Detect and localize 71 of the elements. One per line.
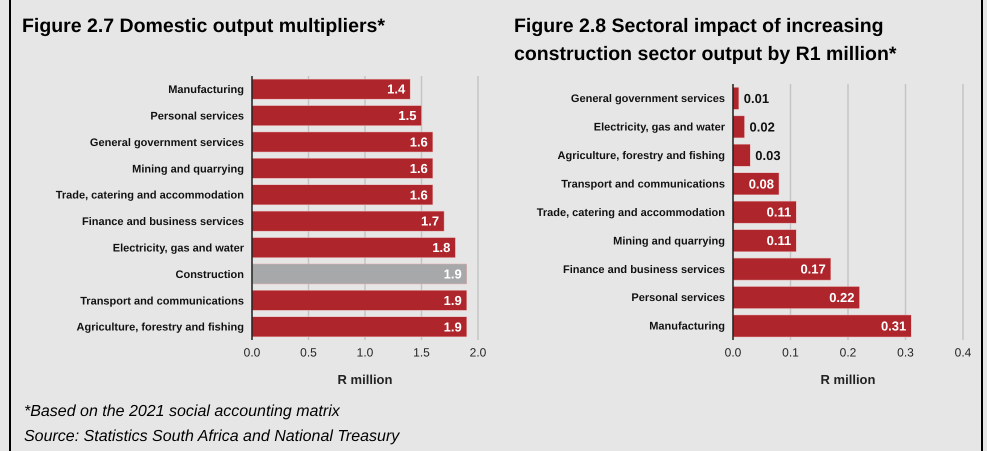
- x-tick-label: 0.1: [782, 346, 800, 360]
- y-tick-label: Construction: [176, 268, 244, 281]
- data-label: 0.01: [744, 90, 770, 106]
- data-label: 1.9: [444, 292, 462, 308]
- y-tick-label: Manufacturing: [168, 84, 244, 96]
- bar: [252, 237, 456, 258]
- y-tick-label: Manufacturing: [649, 320, 725, 333]
- bar: [252, 316, 467, 338]
- data-label: 0.11: [766, 204, 792, 220]
- bar: [252, 78, 410, 100]
- text: *Based on the 2021 social accounting matrix: [24, 403, 340, 421]
- y-tick-label: Personal services: [631, 292, 725, 304]
- data-label: 1.4: [387, 82, 406, 97]
- y-tick-label: General government services: [90, 136, 244, 149]
- y-tick-label: Electricity, gas and water: [112, 242, 245, 255]
- bar: [733, 116, 745, 138]
- bar: [733, 258, 831, 280]
- x-tick-label: 1.0: [356, 346, 374, 360]
- bar: [252, 290, 467, 311]
- y-tick-label: Trade, catering and accommodation: [56, 190, 244, 202]
- chart-title: Figure 2.8 Sectoral impact of increasing construction sector output by R1 million*: [514, 14, 898, 67]
- bar: [252, 105, 422, 126]
- data-label: 1.7: [421, 214, 440, 229]
- x-tick-label: 0.0: [244, 346, 261, 360]
- x-tick-label: 0.4: [954, 346, 972, 360]
- data-label: 0.11: [766, 233, 792, 248]
- bar: [252, 132, 434, 152]
- y-tick-label: Electricity, gas and water: [594, 122, 726, 134]
- bar: [733, 144, 750, 167]
- bar: [252, 184, 434, 206]
- x-axis-title: R million: [820, 372, 876, 387]
- data-label: 1.5: [398, 108, 416, 124]
- y-tick-label: Transport and communications: [80, 295, 244, 308]
- y-tick-label: Trade, catering and accommodation: [536, 206, 726, 219]
- data-label: 1.9: [444, 266, 462, 282]
- data-label: 1.8: [432, 240, 450, 256]
- x-tick-label: 0.5: [300, 346, 318, 360]
- data-label: 0.03: [755, 148, 781, 163]
- bar: [252, 264, 467, 284]
- bar: [733, 229, 796, 252]
- y-tick-label: General government services: [570, 93, 725, 106]
- x-tick-label: 0.2: [840, 346, 857, 360]
- bar: [733, 200, 796, 224]
- data-label: 0.02: [750, 119, 775, 134]
- y-tick-label: Agriculture, forestry and fishing: [558, 150, 725, 162]
- y-tick-label: Finance and business services: [82, 216, 244, 228]
- bar: [733, 314, 912, 338]
- y-tick-label: Mining and quarrying: [613, 235, 725, 248]
- bar: [252, 210, 444, 232]
- x-axis-title: R million: [338, 372, 392, 387]
- data-label: 1.6: [410, 187, 428, 202]
- y-tick-label: Transport and communications: [561, 178, 725, 190]
- y-tick-label: Finance and business services: [562, 264, 725, 276]
- y-tick-label: Agriculture, forestry and fishing: [76, 322, 244, 334]
- x-tick-label: 0.0: [724, 346, 742, 360]
- data-label: 0.08: [748, 176, 774, 192]
- data-label: 1.9: [444, 319, 462, 334]
- source-note: Source: Statistics South Africa and National Treasury: [24, 428, 400, 446]
- y-tick-label: Mining and quarrying: [132, 163, 244, 176]
- x-tick-label: 1.5: [413, 346, 430, 360]
- bar: [252, 158, 434, 179]
- chart-title: Figure 2.7 Domestic output multipliers*: [22, 14, 386, 39]
- bar: [733, 286, 860, 309]
- data-label: 0.22: [829, 290, 854, 306]
- data-label: 1.6: [410, 160, 428, 176]
- x-tick-label: 2.0: [470, 346, 487, 360]
- data-label: 0.31: [880, 318, 906, 334]
- data-label: 0.17: [800, 262, 826, 277]
- y-tick-label: Personal services: [150, 110, 244, 123]
- data-label: 1.6: [410, 134, 428, 150]
- x-tick-label: 0.3: [897, 346, 914, 360]
